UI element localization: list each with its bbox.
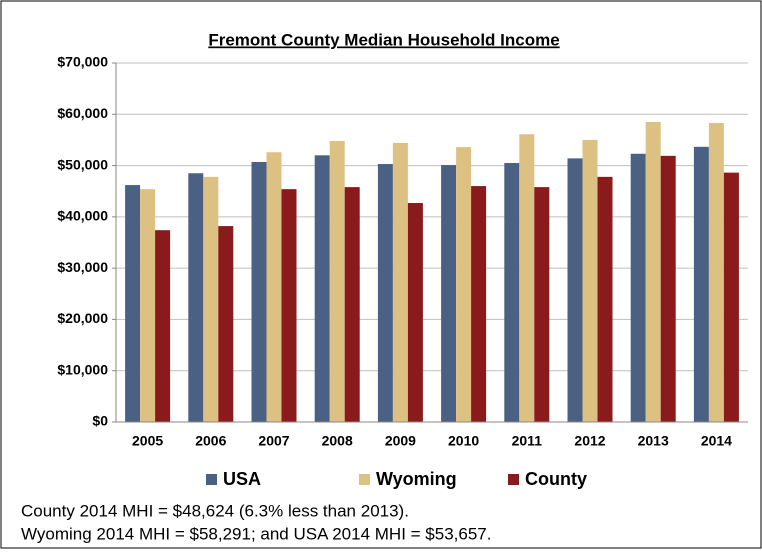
x-tick-label: 2014 [701,433,732,449]
bar [281,189,297,422]
bar [392,143,408,422]
y-tick-label: $30,000 [57,259,108,275]
bar [125,185,141,422]
x-tick-label: 2012 [574,433,605,449]
bar [471,186,487,422]
y-tick-label: $20,000 [57,310,108,326]
x-tick-label: 2011 [512,433,543,449]
chart-title: Fremont County Median Household Income [208,30,559,49]
bar [723,172,739,422]
bar [645,121,661,422]
bar [266,152,282,423]
bar [534,187,550,422]
x-tick-label: 2009 [385,433,416,449]
y-tick-label: $60,000 [57,105,108,121]
y-tick-label: $0 [92,413,108,429]
bar [519,134,535,422]
bar [218,226,234,422]
bar [441,165,457,422]
bar [314,155,330,423]
bar [582,139,598,422]
bar [188,173,204,422]
bar [203,176,219,422]
x-tick-label: 2013 [638,433,669,449]
note: Wyoming 2014 MHI = $58,291; and USA 2014… [21,524,491,543]
bar [329,140,345,422]
bar [504,163,520,422]
note: County 2014 MHI = $48,624 (6.3% less tha… [21,501,409,520]
bar [155,230,171,422]
bar [660,155,676,422]
bar [567,158,583,423]
legend-label: County [525,469,587,489]
x-tick-label: 2007 [258,433,289,449]
bar [597,176,613,422]
legend-swatch [508,474,519,485]
y-tick-label: $10,000 [57,361,108,377]
x-tick-label: 2006 [195,433,226,449]
bar [407,203,423,422]
bar [456,147,472,422]
legend-label: Wyoming [376,469,457,489]
x-tick-label: 2010 [448,433,479,449]
bar [140,189,156,422]
x-tick-label: 2005 [132,433,163,449]
y-tick-label: $50,000 [57,156,108,172]
y-tick-label: $70,000 [57,54,108,70]
legend-label: USA [223,469,261,489]
bar [630,153,646,423]
x-tick-label: 2008 [322,433,353,449]
legend-swatch [359,474,370,485]
bar [344,187,360,422]
legend-swatch [206,474,217,485]
y-tick-label: $40,000 [57,208,108,224]
bar [377,164,393,423]
bar [251,161,267,422]
bar [708,123,724,422]
bar [693,146,709,423]
